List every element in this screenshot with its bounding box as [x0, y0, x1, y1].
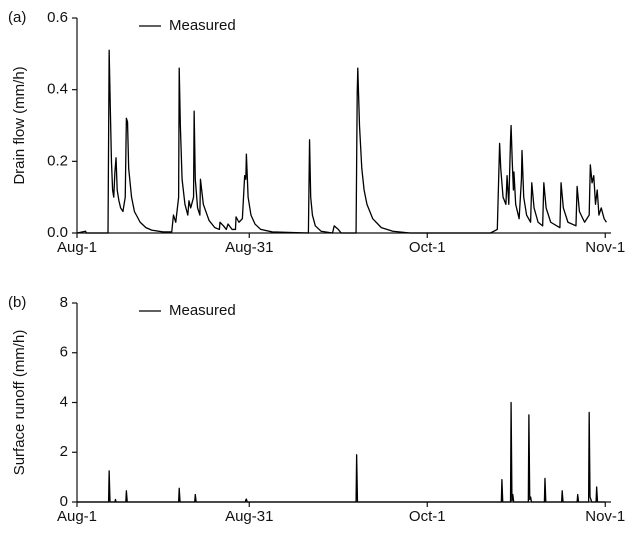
y-axis-label: Surface runoff (mm/h): [11, 330, 28, 476]
legend-label: Measured: [169, 302, 236, 319]
x-tick-label: Aug-31: [225, 239, 273, 256]
data-line: [76, 49, 607, 234]
y-tick-label: 0.4: [47, 81, 68, 98]
data-line: [77, 401, 606, 503]
panel-label: (a): [8, 9, 26, 26]
y-tick-label: 0: [60, 493, 68, 510]
y-tick-label: 6: [60, 344, 68, 361]
x-tick-label: Aug-31: [225, 508, 273, 525]
y-tick-label: 4: [60, 393, 68, 410]
y-tick-label: 0.0: [47, 224, 68, 241]
y-tick-label: 0.2: [47, 152, 68, 169]
x-tick-label: Aug-1: [57, 239, 97, 256]
y-tick-label: 0.6: [47, 9, 68, 26]
x-tick-label: Oct-1: [409, 508, 446, 525]
legend-label: Measured: [169, 17, 236, 34]
x-tick-label: Aug-1: [57, 508, 97, 525]
legend-item: Measured: [139, 302, 236, 319]
panel-label: (b): [8, 294, 26, 311]
x-tick-label: Oct-1: [409, 239, 446, 256]
y-tick-label: 8: [60, 294, 68, 311]
y-tick-label: 2: [60, 443, 68, 460]
legend-item: Measured: [139, 17, 236, 34]
x-tick-label: Nov-1: [585, 239, 625, 256]
y-axis-label: Drain flow (mm/h): [11, 66, 28, 184]
x-tick-label: Nov-1: [585, 508, 625, 525]
